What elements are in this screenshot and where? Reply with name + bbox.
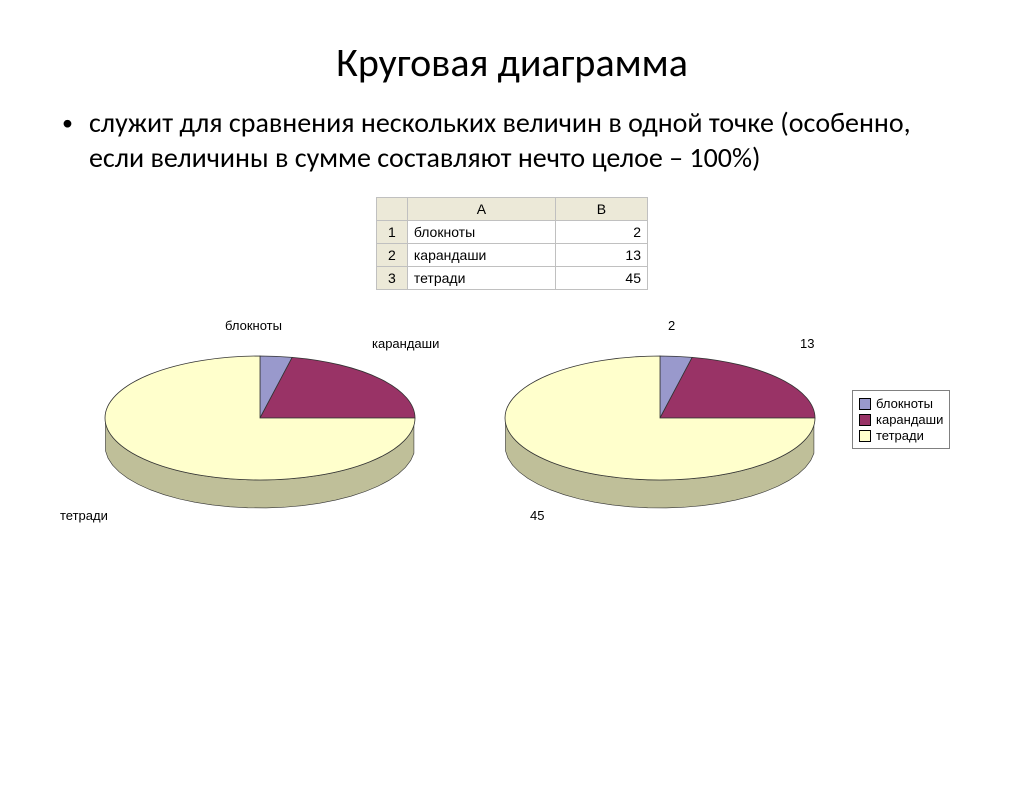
table-cell: тетради (407, 267, 555, 290)
pie-label: блокноты (225, 318, 282, 333)
bullet-item: • служит для сравнения нескольких величи… (90, 105, 934, 175)
pie-label: тетради (60, 508, 108, 523)
col-header-a: A (407, 198, 555, 221)
table-cell: 45 (555, 267, 647, 290)
table-row: 1 блокноты 2 (377, 221, 648, 244)
table-cell: 13 (555, 244, 647, 267)
legend-item: блокноты (859, 396, 943, 411)
legend-swatch-icon (859, 398, 871, 410)
slide: Круговая диаграмма • служит для сравнени… (0, 38, 1024, 805)
bullet-text: служит для сравнения нескольких величин … (89, 105, 934, 175)
row-header: 1 (377, 221, 408, 244)
pie-label: 13 (800, 336, 814, 351)
table-cell: блокноты (407, 221, 555, 244)
bullet-icon: • (62, 105, 73, 141)
legend-swatch-icon (859, 414, 871, 426)
legend-swatch-icon (859, 430, 871, 442)
slide-title: Круговая диаграмма (0, 38, 1024, 87)
chart-legend: блокнотыкарандашитетради (852, 390, 950, 449)
table-row: 3 тетради 45 (377, 267, 648, 290)
legend-item: тетради (859, 428, 943, 443)
col-header-b: B (555, 198, 647, 221)
legend-item: карандаши (859, 412, 943, 427)
table-cell: 2 (555, 221, 647, 244)
data-table: A B 1 блокноты 2 2 карандаши 13 3 тетрад… (376, 197, 648, 290)
pie-label: 45 (530, 508, 544, 523)
table-corner (377, 198, 408, 221)
row-header: 2 (377, 244, 408, 267)
legend-label: тетради (876, 428, 924, 443)
legend-label: карандаши (876, 412, 943, 427)
legend-label: блокноты (876, 396, 933, 411)
table-row: 2 карандаши 13 (377, 244, 648, 267)
data-table-wrap: A B 1 блокноты 2 2 карандаши 13 3 тетрад… (376, 197, 648, 290)
pie-label: 2 (668, 318, 675, 333)
body-text: • служит для сравнения нескольких величи… (90, 105, 934, 175)
table-cell: карандаши (407, 244, 555, 267)
charts-area: блокнотыкарандашитетради 21345 блокнотык… (0, 318, 1024, 578)
row-header: 3 (377, 267, 408, 290)
pie-label: карандаши (372, 336, 439, 351)
table-header-row: A B (377, 198, 648, 221)
